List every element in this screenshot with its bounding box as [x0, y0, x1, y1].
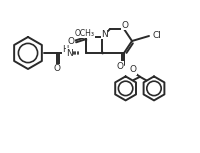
Circle shape — [86, 52, 87, 53]
Text: O: O — [68, 37, 75, 46]
Text: O: O — [121, 21, 128, 30]
Polygon shape — [85, 39, 87, 53]
Text: O: O — [116, 62, 123, 71]
Circle shape — [102, 52, 104, 54]
Text: N: N — [101, 30, 108, 39]
Text: Cl: Cl — [153, 31, 162, 40]
Text: OCH₃: OCH₃ — [75, 29, 95, 38]
Text: N: N — [66, 49, 73, 58]
Text: H: H — [62, 45, 69, 54]
Text: O: O — [54, 64, 61, 73]
Text: O: O — [130, 65, 137, 74]
